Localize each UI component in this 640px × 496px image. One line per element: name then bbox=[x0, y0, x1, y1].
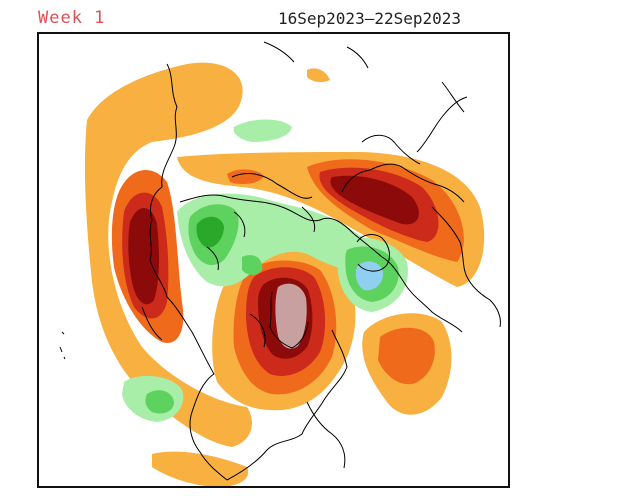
week-label: Week 1 bbox=[38, 8, 106, 28]
anomaly-pink bbox=[275, 283, 307, 349]
map-panel bbox=[37, 32, 510, 488]
coastlines bbox=[59, 41, 501, 481]
date-range: 16Sep2023–22Sep2023 bbox=[278, 9, 462, 28]
anomaly-map bbox=[59, 41, 501, 486]
anomaly-dark-green bbox=[196, 216, 224, 248]
